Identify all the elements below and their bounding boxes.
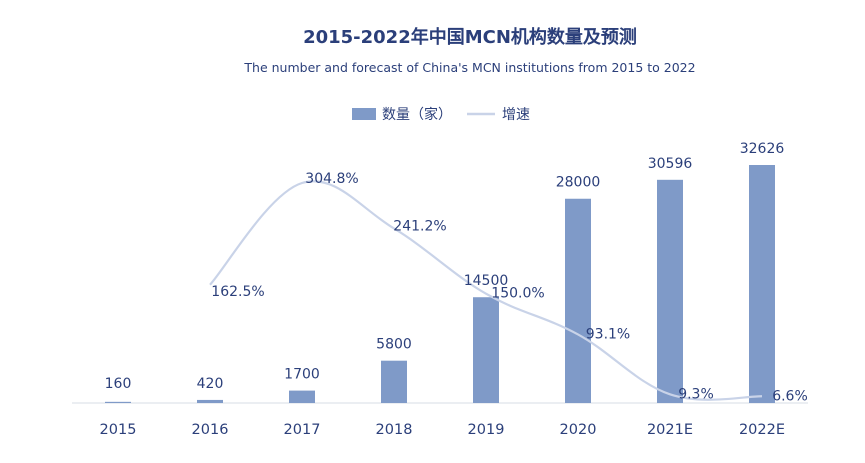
chart-title: 2015-2022年中国MCN机构数量及预测 bbox=[303, 26, 637, 48]
bar-2018 bbox=[381, 360, 407, 403]
bar-2019 bbox=[473, 297, 499, 403]
bar-2016 bbox=[197, 399, 223, 403]
growth-rate-label: 241.2% bbox=[393, 218, 446, 234]
bar-2017 bbox=[289, 390, 315, 403]
bars-layer bbox=[105, 165, 775, 403]
bar-2022E bbox=[749, 165, 775, 403]
bar-2021E bbox=[657, 179, 683, 403]
bar-value-label: 30596 bbox=[648, 156, 693, 172]
bar-value-label: 5800 bbox=[376, 337, 412, 353]
x-tick-labels: 2015 2016 2017 2018 2019 2020 2021E 2022E bbox=[100, 422, 785, 438]
x-tick-label: 2017 bbox=[284, 422, 321, 438]
growth-rate-label: 162.5% bbox=[211, 284, 264, 300]
bar-2015 bbox=[105, 401, 131, 403]
bar-value-label: 420 bbox=[197, 376, 224, 392]
chart-subtitle: The number and forecast of China's MCN i… bbox=[243, 60, 695, 75]
growth-rate-label: 304.8% bbox=[305, 171, 358, 187]
legend-swatch-count bbox=[352, 108, 376, 120]
bar-value-label: 28000 bbox=[556, 175, 601, 191]
growth-rate-label: 6.6% bbox=[772, 388, 808, 404]
growth-rate-label: 93.1% bbox=[586, 326, 630, 342]
x-tick-label: 2020 bbox=[560, 422, 597, 438]
bar-value-label: 160 bbox=[105, 376, 132, 392]
legend: 数量（家） 增速 bbox=[352, 106, 530, 123]
bar-value-label: 14500 bbox=[464, 273, 509, 289]
x-tick-label: 2015 bbox=[100, 422, 137, 438]
x-tick-label: 2018 bbox=[376, 422, 413, 438]
bar-value-label: 32626 bbox=[740, 141, 785, 157]
growth-rate-line bbox=[209, 180, 763, 401]
legend-label-growth: 增速 bbox=[502, 107, 530, 123]
labels-layer: 160 420 1700 5800 14500 28000 30596 32626 162.5%… bbox=[105, 141, 808, 404]
x-tick-label: 2019 bbox=[468, 422, 505, 438]
bar-value-label: 1700 bbox=[284, 367, 320, 383]
growth-rate-label: 150.0% bbox=[491, 286, 544, 302]
legend-label-count: 数量（家） bbox=[382, 106, 452, 123]
x-tick-label: 2016 bbox=[192, 422, 229, 438]
growth-rate-label: 9.3% bbox=[678, 386, 714, 402]
x-tick-label: 2021E bbox=[647, 422, 693, 438]
x-tick-label: 2022E bbox=[739, 422, 785, 438]
growth-line-layer bbox=[209, 180, 763, 401]
bar-2020 bbox=[565, 198, 591, 403]
